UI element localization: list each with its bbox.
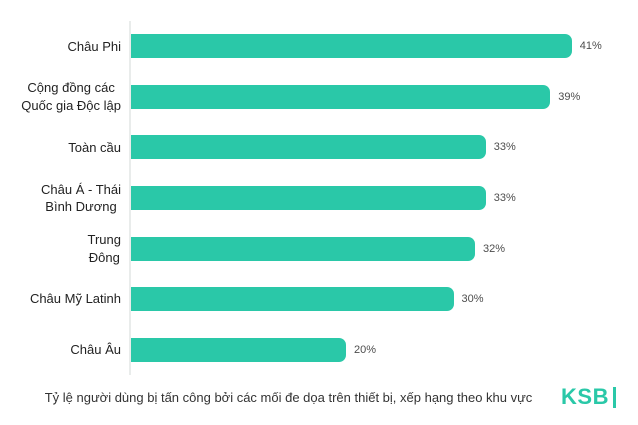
value-label: 33% xyxy=(493,192,516,205)
value-label: 30% xyxy=(461,293,484,306)
bar-row: Châu Mỹ Latinh 30% xyxy=(0,273,638,325)
bar-row: Châu Âu 20% xyxy=(0,324,638,376)
plot-area: 33% xyxy=(129,172,638,224)
category-label: Cộng đồng các Quốc gia Độc lập xyxy=(21,80,121,113)
bar xyxy=(131,34,572,59)
bar-row: Toàn cầu 33% xyxy=(0,122,638,173)
category-label: Trung Đông xyxy=(87,232,121,265)
bar xyxy=(131,337,346,362)
bar xyxy=(131,84,551,109)
category-label: Châu Phi xyxy=(67,38,121,54)
chart-caption: Tỷ lệ người dùng bị tấn công bởi các mối… xyxy=(44,389,533,405)
bar-row: Cộng đồng các Quốc gia Độc lập 39% xyxy=(0,71,638,123)
plot-area: 30% xyxy=(129,273,638,325)
plot-area: 32% xyxy=(129,223,638,274)
ksb-logo-cursor-bar xyxy=(613,386,616,408)
bar-row: Châu Á - Thái Bình Dương 33% xyxy=(0,172,638,224)
ksb-logo: KSB xyxy=(561,384,616,410)
bar xyxy=(131,287,454,312)
bar xyxy=(131,186,486,211)
plot-area: 39% xyxy=(129,71,638,123)
plot-area: 33% xyxy=(129,122,638,173)
footer: Tỷ lệ người dùng bị tấn công bởi các mối… xyxy=(0,375,638,425)
bar-row: Châu Phi 41% xyxy=(0,21,638,72)
category-label: Châu Âu xyxy=(70,342,121,358)
value-label: 33% xyxy=(493,141,516,154)
plot-area: 41% xyxy=(129,21,638,72)
category-label: Toàn cầu xyxy=(68,139,121,155)
bar-chart: Châu Phi 41% Cộng đồng các Quốc gia Độc lậ… xyxy=(0,21,638,376)
plot-area: 20% xyxy=(129,324,638,376)
value-label: 32% xyxy=(483,242,506,255)
value-label: 39% xyxy=(558,90,581,103)
bar xyxy=(131,236,475,261)
bar-row: Trung Đông 32% xyxy=(0,223,638,274)
category-label: Châu Á - Thái Bình Dương xyxy=(41,181,121,215)
bar xyxy=(131,135,486,160)
category-label: Châu Mỹ Latinh xyxy=(29,291,121,307)
value-label: 20% xyxy=(354,343,377,356)
value-label: 41% xyxy=(579,40,602,53)
ksb-logo-text: KSB xyxy=(561,384,609,410)
